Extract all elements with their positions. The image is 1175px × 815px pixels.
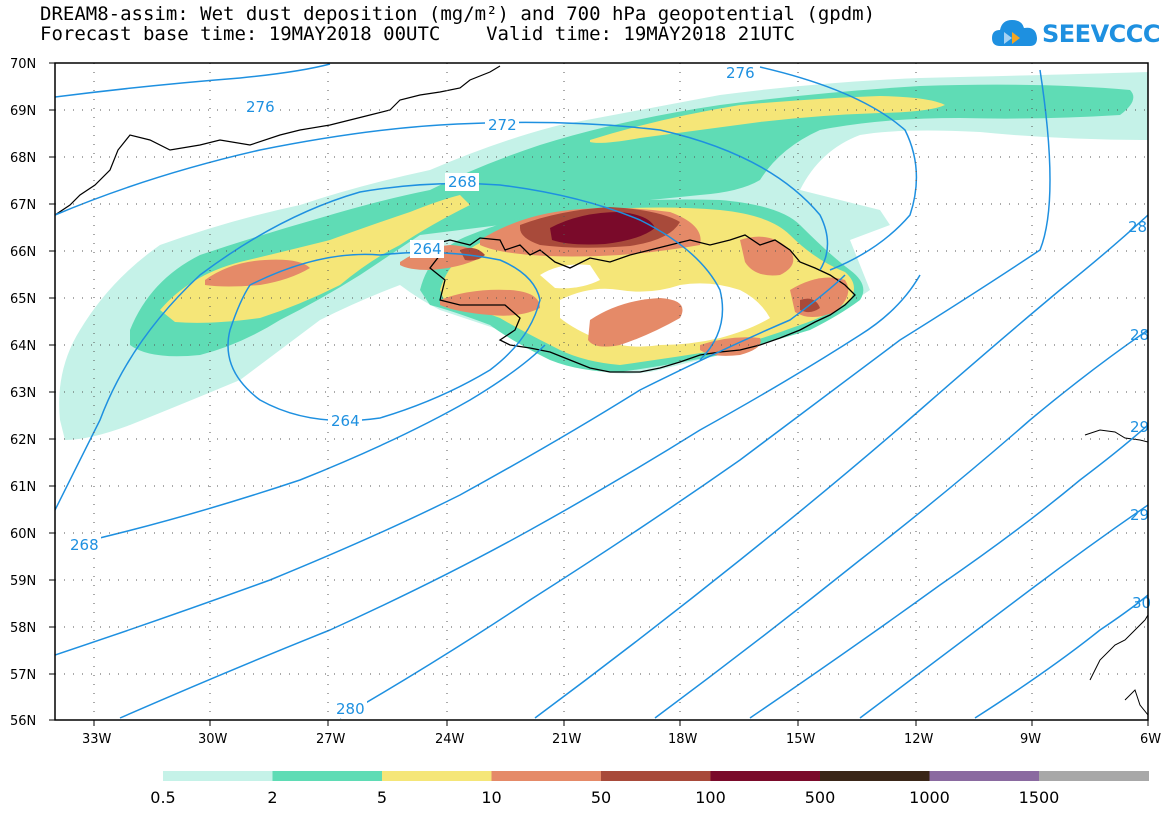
contour-label: 280 — [336, 700, 365, 718]
lat-label: 60N — [10, 527, 36, 542]
deposition-10-west — [205, 259, 310, 287]
contour-label: 30 — [1132, 594, 1151, 612]
lon-label: 27W — [316, 732, 346, 747]
lat-label: 56N — [10, 714, 36, 729]
lon-label: 12W — [904, 732, 934, 747]
legend-swatch — [163, 771, 273, 781]
legend-label: 500 — [805, 788, 836, 807]
lat-label: 62N — [10, 433, 36, 448]
contour-296 — [859, 504, 1148, 719]
legend-swatch — [710, 771, 821, 781]
interior-clear-2 — [540, 264, 600, 289]
contour-label: 272 — [488, 116, 517, 134]
deposition-5-band-west — [160, 195, 470, 323]
contour-276-east — [759, 66, 918, 271]
lon-label: 30W — [198, 732, 228, 747]
lon-label: 33W — [82, 732, 112, 747]
cloud-icon — [992, 20, 1037, 46]
map-area — [55, 63, 1148, 720]
legend-label: 10 — [481, 788, 501, 807]
lat-label: 65N — [10, 292, 36, 307]
contour-label: 264 — [413, 240, 442, 258]
contour-264 — [227, 251, 541, 422]
deposition-10-northeast — [740, 236, 794, 276]
deposition-5-band-north — [590, 96, 945, 143]
lat-label: 70N — [10, 57, 36, 72]
map-title: DREAM8-assim: Wet dust deposition (mg/m²… — [40, 3, 876, 25]
color-legend: 0.5 2 5 10 50 100 500 1000 1500 — [150, 771, 1149, 807]
legend-swatch — [272, 771, 383, 781]
legend-swatch — [1039, 771, 1149, 781]
lat-label: 57N — [10, 668, 36, 683]
lon-label: 21W — [552, 732, 582, 747]
hebrides-coastline — [1124, 689, 1148, 716]
deposition-10-snaefell — [440, 289, 540, 316]
lon-label: 18W — [668, 732, 698, 747]
lon-label: 6W — [1140, 732, 1161, 747]
contour-288 — [654, 329, 1148, 719]
contour-label: 29 — [1130, 418, 1149, 436]
contour-284 — [534, 214, 1148, 719]
lat-label: 64N — [10, 339, 36, 354]
contour-292 — [749, 424, 1148, 719]
legend-swatch — [382, 771, 492, 781]
legend-label: 1500 — [1019, 788, 1060, 807]
tick-marks — [49, 62, 1149, 726]
legend-swatch — [929, 771, 1040, 781]
seevccc-logo: SEEVCCC — [990, 14, 1161, 54]
deposition-100 — [550, 212, 655, 245]
lat-label: 66N — [10, 245, 36, 260]
contour-272-south — [55, 274, 846, 656]
contour-280 — [339, 69, 1051, 719]
faroe-coastline — [1084, 429, 1148, 443]
legend-swatch — [491, 771, 602, 781]
contour-label: 276 — [726, 64, 755, 82]
lat-label: 63N — [10, 386, 36, 401]
longitude-labels: 33W 30W 27W 24W 21W 18W 15W 12W 9W 6W — [82, 732, 1161, 747]
contour-276-west — [55, 63, 331, 98]
latitude-labels: 70N 69N 68N 67N 66N 65N 64N 63N 62N 61N … — [10, 57, 36, 729]
lon-label: 9W — [1020, 732, 1041, 747]
contour-label: 268 — [70, 536, 99, 554]
lat-label: 59N — [10, 574, 36, 589]
legend-swatch — [601, 771, 711, 781]
lon-label: 15W — [786, 732, 816, 747]
contour-labels: 276 276 272 268 264 264 268 280 28 28 29… — [67, 64, 1151, 718]
iceland-coastline — [428, 234, 856, 373]
lat-label: 58N — [10, 621, 36, 636]
contour-300 — [974, 594, 1148, 719]
legend-label: 5 — [377, 788, 387, 807]
contour-label: 29 — [1130, 506, 1149, 524]
legend-label: 0.5 — [150, 788, 175, 807]
deposition-10-south — [588, 298, 683, 347]
lat-label: 69N — [10, 104, 36, 119]
contour-268-north — [55, 182, 724, 511]
contour-276-south — [119, 274, 921, 719]
logo-text: SEEVCCC — [1042, 20, 1161, 48]
forecast-times: Forecast base time: 19MAY2018 00UTC Vali… — [40, 23, 795, 45]
contour-label: 264 — [331, 412, 360, 430]
legend-label: 100 — [695, 788, 726, 807]
legend-swatch — [820, 771, 930, 781]
lat-label: 67N — [10, 198, 36, 213]
contour-label: 276 — [246, 98, 275, 116]
lon-label: 24W — [435, 732, 465, 747]
lat-label: 68N — [10, 151, 36, 166]
contour-label: 268 — [448, 173, 477, 191]
deposition-shading — [59, 72, 1148, 440]
contour-label: 28 — [1130, 326, 1149, 344]
legend-label: 2 — [267, 788, 277, 807]
greenland-coastline — [55, 65, 501, 216]
legend-label: 1000 — [909, 788, 950, 807]
legend-label: 50 — [591, 788, 611, 807]
scotland-coastline — [1089, 614, 1148, 681]
lat-label: 61N — [10, 480, 36, 495]
contour-label: 28 — [1128, 218, 1147, 236]
contour-268-south — [69, 344, 546, 546]
